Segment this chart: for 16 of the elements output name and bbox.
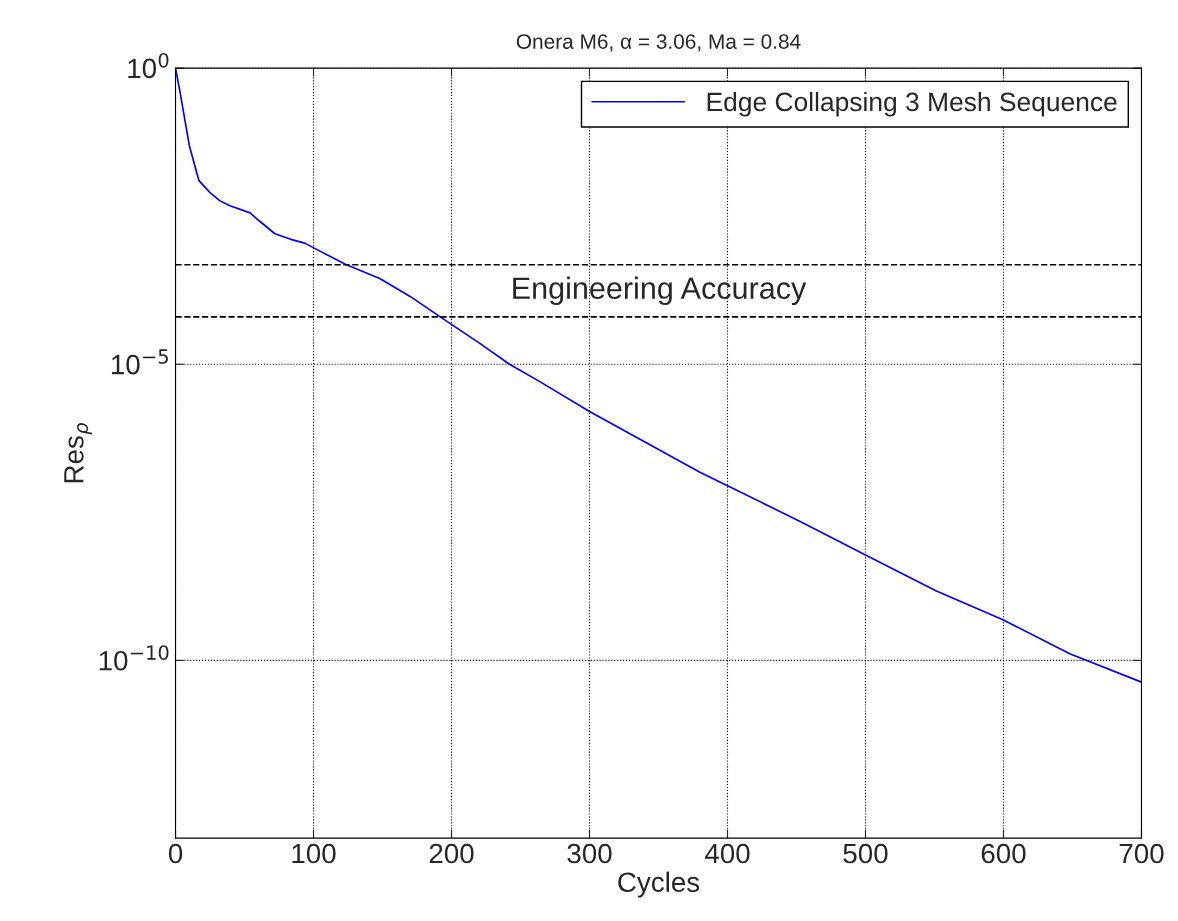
x-tick-label: 700 — [1119, 843, 1164, 864]
y-tick-label: 10$^{−5}$ — [111, 349, 168, 375]
x-tick-label: 300 — [567, 843, 612, 864]
x-tick-label: 100 — [292, 843, 336, 864]
x-tick-label: 600 — [981, 843, 1026, 864]
legend-label: Edge Collapsing 3 Mesh Sequence — [707, 91, 1117, 117]
y-axis-title: Res$_{ρ}$ — [64, 423, 92, 483]
y-tick-label: 10$^{0}$ — [128, 52, 169, 79]
y-tick-label: 10$^{−10}$ — [99, 645, 169, 671]
chart-title: Onera M6, α = 3.06, Ma = 0.84 — [516, 34, 801, 52]
annotation: Engineering Accuracy — [513, 276, 807, 306]
x-axis-title: Cycles — [618, 871, 700, 898]
x-tick-label: 200 — [429, 843, 474, 864]
x-tick-label: 0 — [168, 843, 183, 864]
x-tick-label: 500 — [843, 843, 888, 864]
x-tick-label: 400 — [704, 843, 750, 864]
